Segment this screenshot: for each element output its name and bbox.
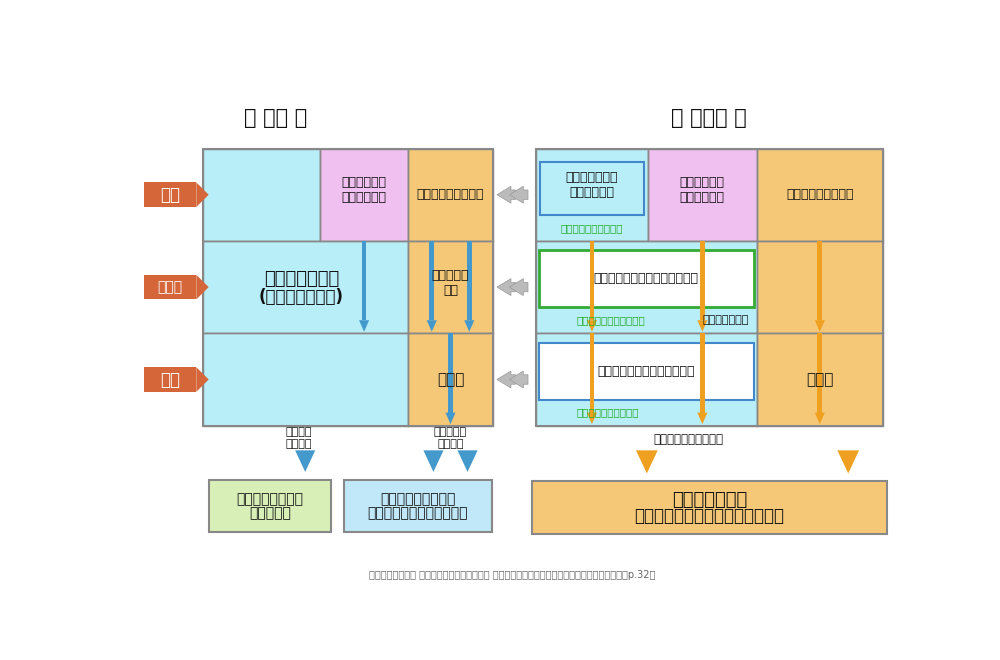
Text: 一般電気事業者: 一般電気事業者 — [264, 271, 339, 288]
Bar — [429, 241, 434, 320]
Bar — [590, 241, 594, 320]
Bar — [757, 148, 883, 241]
Bar — [408, 333, 493, 426]
Text: 送配電網の利用: 送配電網の利用 — [702, 315, 749, 325]
Text: 新電力: 新電力 — [806, 372, 833, 387]
Bar — [540, 162, 644, 214]
Text: 発電事業者・新電力: 発電事業者・新電力 — [786, 188, 854, 201]
Text: 自由化部門の需要家: 自由化部門の需要家 — [380, 492, 456, 506]
Text: 【 改革後 】: 【 改革後 】 — [671, 108, 747, 127]
Text: 地域独占
規制料金: 地域独占 規制料金 — [286, 427, 312, 449]
Bar — [202, 148, 320, 241]
Bar — [700, 333, 705, 412]
Bar — [448, 333, 453, 412]
Polygon shape — [359, 320, 369, 332]
Text: 参入自由化・自由料金: 参入自由化・自由料金 — [654, 433, 724, 446]
Text: 一般電気事業者
（発電部門）: 一般電気事業者 （発電部門） — [566, 171, 618, 199]
Polygon shape — [423, 450, 444, 472]
Bar — [539, 250, 754, 307]
Polygon shape — [445, 412, 456, 424]
Text: 一般電気事業者（送配電部門）: 一般電気事業者（送配電部門） — [594, 272, 699, 285]
Text: 競争と多様性参入拡大: 競争と多様性参入拡大 — [561, 223, 623, 233]
Text: （家庭等）: （家庭等） — [249, 506, 291, 521]
Polygon shape — [837, 450, 859, 473]
Polygon shape — [196, 182, 209, 207]
Polygon shape — [464, 320, 474, 332]
Polygon shape — [509, 279, 528, 296]
Text: (既存の電力会社): (既存の電力会社) — [259, 288, 344, 306]
Text: 競争と多様性参入拡大: 競争と多様性参入拡大 — [576, 408, 639, 418]
Text: 出典：経済産業省 総合資源エネルギー調査会 総合部会「電力システム改革専門委員会報告書」（p.32）: 出典：経済産業省 総合資源エネルギー調査会 総合部会「電力システム改革専門委員会… — [369, 570, 656, 579]
Bar — [344, 480, 492, 532]
Text: 送配電: 送配電 — [157, 280, 183, 294]
Polygon shape — [815, 320, 825, 332]
Text: 一般電気事業者（小売部門）: 一般電気事業者（小売部門） — [597, 364, 695, 378]
Bar — [757, 333, 883, 426]
Polygon shape — [509, 371, 528, 388]
Polygon shape — [497, 279, 516, 296]
Bar — [362, 241, 366, 320]
Text: 送配電網の
利用: 送配電網の 利用 — [432, 269, 469, 297]
Polygon shape — [196, 367, 209, 392]
Bar — [817, 333, 822, 412]
Bar — [536, 148, 883, 426]
Text: 規制部門の需要家: 規制部門の需要家 — [236, 492, 303, 506]
Polygon shape — [697, 320, 707, 332]
Polygon shape — [457, 450, 478, 472]
Bar — [202, 148, 493, 426]
Bar — [467, 241, 472, 320]
Bar — [757, 241, 883, 333]
Bar — [539, 343, 754, 399]
Bar — [590, 333, 594, 412]
Bar — [648, 148, 757, 241]
Text: 発電事業者・新電力: 発電事業者・新電力 — [417, 188, 484, 201]
Text: 卸電気事業者
卸供給事業者: 卸電気事業者 卸供給事業者 — [680, 176, 725, 204]
Bar — [536, 241, 757, 333]
Bar — [408, 241, 493, 333]
Bar — [320, 148, 408, 241]
Text: 発電: 発電 — [160, 185, 180, 204]
Bar — [700, 241, 705, 320]
Polygon shape — [497, 371, 516, 388]
Text: 卸電気事業者
卸供給事業者: 卸電気事業者 卸供給事業者 — [342, 176, 387, 204]
Bar — [408, 148, 493, 241]
Polygon shape — [509, 186, 528, 203]
Bar — [536, 148, 648, 241]
Polygon shape — [295, 450, 315, 472]
Bar — [202, 241, 408, 333]
Bar — [532, 481, 887, 533]
Polygon shape — [697, 412, 707, 424]
Bar — [817, 241, 822, 320]
Text: 小売: 小売 — [160, 370, 180, 389]
Bar — [144, 367, 196, 392]
Polygon shape — [427, 320, 437, 332]
Polygon shape — [815, 412, 825, 424]
Polygon shape — [636, 450, 658, 473]
Text: 公平性・中立性地域独占: 公平性・中立性地域独占 — [576, 315, 645, 325]
Text: （工場・オフィスビル等）: （工場・オフィスビル等） — [368, 506, 468, 521]
Polygon shape — [587, 320, 597, 332]
Text: （家庭・工場・オフィスビル等）: （家庭・工場・オフィスビル等） — [634, 507, 784, 525]
Bar — [202, 333, 408, 426]
Text: 【 現状 】: 【 現状 】 — [244, 108, 308, 127]
Text: 参入自由化
自由料金: 参入自由化 自由料金 — [434, 427, 467, 449]
Bar — [144, 275, 196, 300]
Polygon shape — [587, 412, 597, 424]
Text: すべての需要家: すべての需要家 — [672, 490, 747, 509]
Polygon shape — [196, 275, 209, 300]
Text: 新電力: 新電力 — [437, 372, 464, 387]
Bar — [209, 480, 331, 532]
Bar — [536, 333, 757, 426]
Polygon shape — [497, 186, 516, 203]
Bar — [144, 182, 196, 207]
